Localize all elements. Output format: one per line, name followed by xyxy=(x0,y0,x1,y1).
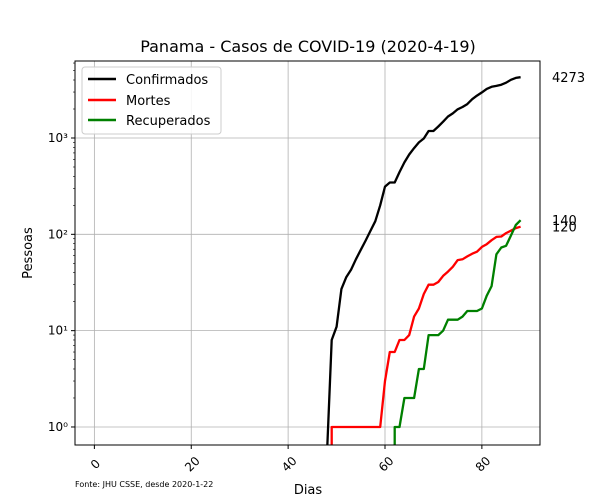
x-axis-label: Dias xyxy=(294,483,323,498)
y-tick-label: 10⁰ xyxy=(48,420,68,434)
x-tick-label: 40 xyxy=(279,454,300,475)
end-label-confirmados: 4273 xyxy=(552,71,585,86)
x-tick-label: 60 xyxy=(376,454,397,475)
legend-label-recuperados: Recuperados xyxy=(126,114,211,129)
x-tick-label: 80 xyxy=(473,454,494,475)
source-note: Fonte: JHU CSSE, desde 2020-1-22 xyxy=(75,480,213,489)
chart-title: Panama - Casos de COVID-19 (2020-4-19) xyxy=(140,37,476,56)
end-label-recuperados: 140 xyxy=(552,214,577,229)
series-line-mortes xyxy=(330,225,521,445)
series-line-confirmados xyxy=(326,76,521,445)
y-tick-label: 10² xyxy=(48,227,68,241)
x-tick-label: 0 xyxy=(88,457,103,472)
end-label-mortes: 120 xyxy=(552,221,577,236)
legend-label-confirmados: Confirmados xyxy=(126,73,208,88)
legend: Confirmados Mortes Recuperados xyxy=(81,66,222,135)
series-line-recuperados xyxy=(393,219,522,445)
series-layer xyxy=(326,76,522,445)
x-tick-label: 20 xyxy=(182,454,203,475)
y-axis-label: Pessoas xyxy=(21,227,36,279)
y-tick-label: 10³ xyxy=(48,131,68,145)
legend-label-mortes: Mortes xyxy=(126,94,171,109)
y-tick-label: 10¹ xyxy=(48,324,68,338)
legend-box xyxy=(81,66,222,135)
plot-frame xyxy=(74,60,541,446)
